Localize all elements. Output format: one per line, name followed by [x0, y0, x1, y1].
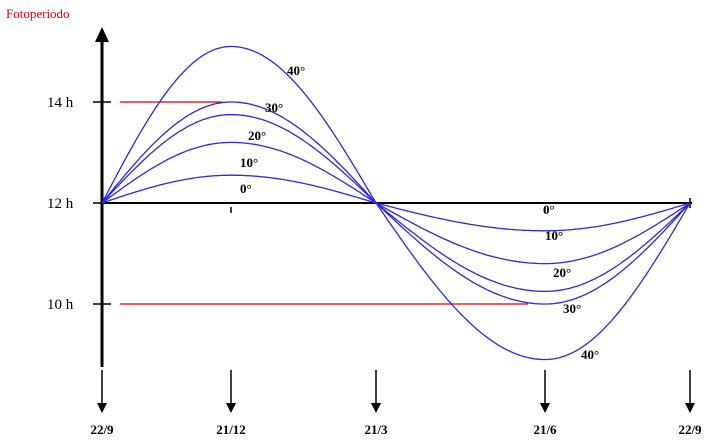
series-label-upper: 30° [265, 100, 283, 115]
series-label-upper: 10° [240, 155, 258, 170]
y-axis-arrow-icon [95, 27, 109, 42]
date-arrow-icon [226, 403, 236, 413]
x-tick-label: 21/6 [533, 422, 557, 437]
series-label-upper: 0° [240, 181, 252, 196]
y-tick-label: 14 h [47, 95, 74, 111]
date-arrow-icon [371, 403, 381, 413]
y-tick-label: 12 h [47, 196, 74, 212]
x-tick-label: 22/9 [678, 422, 702, 437]
series-label-lower: 10° [545, 228, 563, 243]
x-tick-label: 21/12 [216, 422, 246, 437]
series-label-lower: 20° [553, 265, 571, 280]
y-tick-label: 10 h [47, 297, 74, 313]
series-label-upper: 20° [248, 128, 266, 143]
y-axis-title: Fotoperiodo [6, 6, 70, 21]
series-label-lower: 0° [543, 202, 555, 217]
series-line-4 [101, 45, 691, 361]
date-arrow-icon [540, 403, 550, 413]
series-label-upper: 40° [287, 63, 305, 78]
x-tick-label: 21/3 [364, 422, 388, 437]
x-tick-label: 22/9 [90, 422, 114, 437]
date-arrow-icon [685, 403, 695, 413]
series-label-lower: 40° [581, 347, 599, 362]
series-label-lower: 30° [563, 301, 581, 316]
date-arrow-icon [97, 403, 107, 413]
